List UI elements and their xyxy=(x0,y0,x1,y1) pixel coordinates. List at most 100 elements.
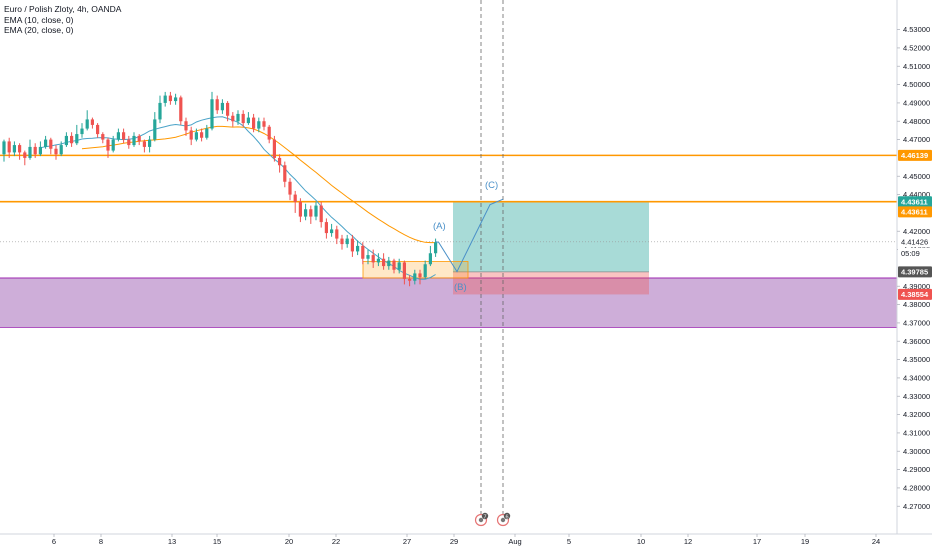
candle xyxy=(179,95,183,125)
candle xyxy=(402,260,406,285)
candle-body xyxy=(382,258,386,267)
candle-body xyxy=(304,209,308,217)
candle xyxy=(85,110,89,131)
price-tag-bg xyxy=(898,248,932,260)
candle xyxy=(215,95,219,114)
candle xyxy=(356,240,360,256)
candle xyxy=(413,269,417,285)
candle xyxy=(96,123,100,138)
candle xyxy=(231,112,235,127)
candle xyxy=(148,135,152,153)
candle-body xyxy=(376,258,380,263)
candle-body xyxy=(288,181,292,195)
candle xyxy=(54,145,58,160)
candle-body xyxy=(241,113,245,124)
candle xyxy=(340,234,344,250)
candle xyxy=(64,132,68,147)
event-marker[interactable]: 6 xyxy=(496,512,511,527)
candle-body xyxy=(262,121,266,127)
candle xyxy=(397,258,401,274)
price-tag: 4.38554 xyxy=(898,288,932,300)
candle xyxy=(33,143,37,158)
candle-body xyxy=(236,113,240,122)
candle-body xyxy=(148,139,152,147)
candle-body xyxy=(33,146,37,155)
target-zone xyxy=(453,201,649,272)
candle xyxy=(220,99,224,114)
candle xyxy=(205,124,209,140)
candle-body xyxy=(220,102,224,111)
price-tag: 05:09 xyxy=(898,248,932,260)
candle xyxy=(304,203,308,221)
candle-body xyxy=(366,255,370,259)
ema10-label[interactable]: EMA (10, close, 0) xyxy=(4,14,74,25)
price-tag: 4.43611 xyxy=(898,196,932,208)
candle xyxy=(392,258,396,274)
candle xyxy=(257,117,261,133)
event-marker-badge xyxy=(481,512,489,520)
x-tick-label: 24 xyxy=(872,537,880,546)
candle-body xyxy=(272,139,276,158)
candle xyxy=(387,256,391,270)
event-marker-count: 7 xyxy=(483,514,486,520)
x-tick-label: 17 xyxy=(753,537,761,546)
candle-body xyxy=(174,97,178,102)
candle-body xyxy=(142,141,146,147)
y-tick-label: 4.34000 xyxy=(903,374,930,383)
candle-body xyxy=(7,141,11,153)
candle xyxy=(267,124,271,144)
x-tick-label: 22 xyxy=(332,537,340,546)
candle xyxy=(101,132,105,144)
candle xyxy=(12,141,16,157)
support-zone xyxy=(0,278,897,328)
event-marker-count: 6 xyxy=(505,514,508,520)
x-tick-label: 27 xyxy=(403,537,411,546)
candle xyxy=(288,178,292,201)
y-tick-label: 4.32000 xyxy=(903,410,930,419)
candle-body xyxy=(54,148,58,155)
candle-body xyxy=(49,139,53,149)
candle xyxy=(236,110,240,125)
candle-body xyxy=(226,102,230,116)
y-tick-label: 4.37000 xyxy=(903,319,930,328)
candle xyxy=(111,135,115,153)
candle xyxy=(330,223,334,237)
event-marker-dot xyxy=(478,517,484,523)
candle-body xyxy=(80,128,84,135)
symbol-title[interactable]: Euro / Polish Zloty, 4h, OANDA xyxy=(4,4,122,14)
candle xyxy=(314,201,318,221)
candle-body xyxy=(408,278,412,281)
x-tick-label: 5 xyxy=(567,537,571,546)
candle xyxy=(278,154,282,173)
candle-body xyxy=(116,132,120,140)
x-tick-label: 15 xyxy=(213,537,221,546)
candle xyxy=(252,113,256,133)
candle-body xyxy=(267,126,271,140)
candle xyxy=(371,249,375,268)
y-tick-label: 4.39000 xyxy=(903,282,930,291)
candle xyxy=(226,101,230,122)
candle-body xyxy=(319,205,323,223)
candle xyxy=(90,117,94,129)
candle-body xyxy=(361,245,365,259)
candle xyxy=(44,135,48,149)
y-tick-label: 4.33000 xyxy=(903,392,930,401)
candle xyxy=(163,91,167,107)
x-tick-label: 6 xyxy=(52,537,56,546)
candle-body xyxy=(85,119,89,129)
candle-body xyxy=(387,260,391,267)
candle-body xyxy=(392,260,396,270)
x-tick-label: 12 xyxy=(684,537,692,546)
candle-body xyxy=(231,115,235,122)
candle xyxy=(434,238,438,257)
drawings-layer: (A) (B) (C) 7 6 xyxy=(433,180,511,527)
candle-body xyxy=(64,135,68,146)
event-marker[interactable]: 7 xyxy=(474,512,489,527)
candle-body xyxy=(70,135,74,144)
candle xyxy=(335,225,339,245)
candle xyxy=(2,139,6,162)
x-tick-label: 20 xyxy=(285,537,293,546)
ema20-label[interactable]: EMA (20, close, 0) xyxy=(4,25,74,35)
